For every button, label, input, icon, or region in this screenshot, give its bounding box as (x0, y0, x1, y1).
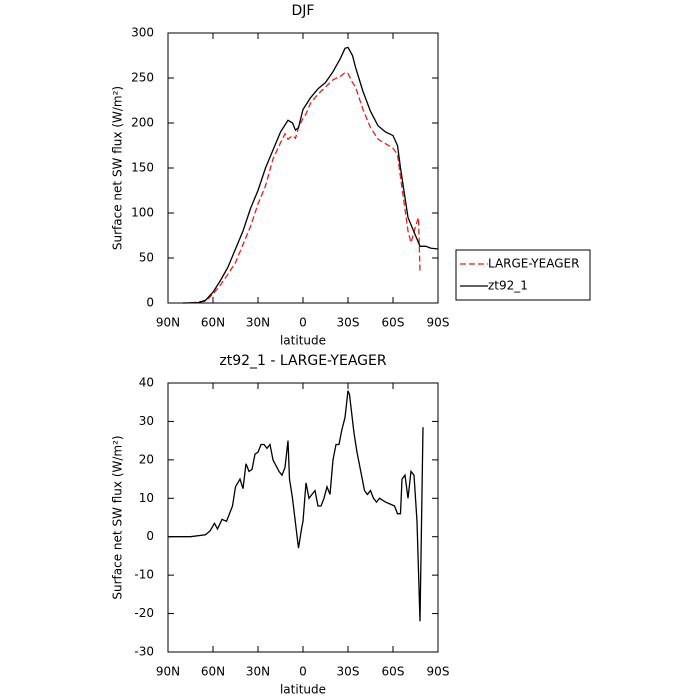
y-tick-label: 0 (146, 296, 154, 310)
chart-title: zt92_1 - LARGE-YEAGER (219, 353, 386, 369)
y-tick-label: -30 (134, 645, 154, 659)
y-tick-label: 100 (131, 206, 154, 220)
y-tick-label: 300 (131, 26, 154, 40)
y-tick-label: 250 (131, 71, 154, 85)
x-tick-label: 90S (427, 665, 450, 679)
x-axis-label: latitude (280, 683, 326, 697)
y-tick-label: -10 (134, 568, 154, 582)
y-tick-label: 30 (139, 414, 154, 428)
y-axis-label: Surface net SW flux (W/m²) (111, 86, 125, 250)
x-axis-label: latitude (280, 334, 326, 348)
y-tick-label: 200 (131, 116, 154, 130)
legend-label: zt92_1 (488, 279, 528, 293)
legend-label: LARGE-YEAGER (488, 257, 579, 271)
x-tick-label: 30S (337, 665, 360, 679)
data-line (168, 390, 424, 622)
x-tick-label: 60N (201, 665, 225, 679)
plot-frame (167, 32, 439, 304)
y-tick-label: -20 (134, 606, 154, 620)
legend-box (455, 249, 591, 301)
x-tick-label: 60S (382, 316, 405, 330)
y-tick-label: 0 (146, 529, 154, 543)
x-tick-label: 90S (427, 316, 450, 330)
x-tick-label: 90N (156, 665, 180, 679)
x-tick-label: 30N (246, 665, 270, 679)
x-tick-label: 30N (246, 316, 270, 330)
y-tick-label: 20 (139, 452, 154, 466)
data-line (182, 46, 439, 304)
x-tick-label: 0 (299, 316, 307, 330)
chart-title: DJF (292, 3, 315, 19)
y-tick-label: 10 (139, 491, 154, 505)
x-tick-label: 90N (156, 316, 180, 330)
x-tick-label: 0 (299, 665, 307, 679)
y-tick-label: 150 (131, 161, 154, 175)
y-axis-label: Surface net SW flux (W/m²) (111, 435, 125, 599)
y-tick-label: 40 (139, 376, 154, 390)
y-tick-label: 50 (139, 251, 154, 265)
x-tick-label: 60S (382, 665, 405, 679)
x-tick-label: 60N (201, 316, 225, 330)
data-line (190, 71, 421, 304)
x-tick-label: 30S (337, 316, 360, 330)
